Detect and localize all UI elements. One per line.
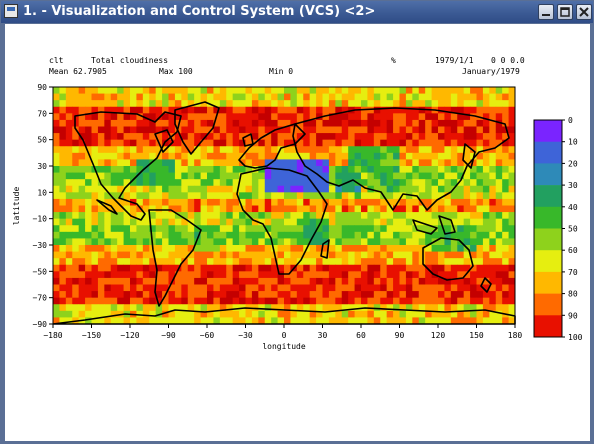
colorbar-label: 10 bbox=[568, 138, 578, 147]
title-bar[interactable]: 1. - Visualization and Control System (V… bbox=[1, 1, 593, 23]
x-tick-label: −30 bbox=[238, 331, 253, 340]
x-tick-label: 180 bbox=[508, 331, 523, 340]
colorbar-label: 20 bbox=[568, 159, 578, 168]
x-tick-label: 60 bbox=[356, 331, 366, 340]
colorbar-label: 40 bbox=[568, 203, 578, 212]
x-tick-label: 150 bbox=[469, 331, 484, 340]
time-label: 0 0 0.0 bbox=[491, 56, 525, 65]
colorbar-swatch bbox=[534, 228, 562, 251]
maximize-icon bbox=[560, 7, 570, 17]
x-tick-label: −150 bbox=[82, 331, 101, 340]
colorbar-swatch bbox=[534, 315, 562, 338]
colorbar-label: 60 bbox=[568, 246, 578, 255]
maximize-button[interactable] bbox=[557, 4, 573, 20]
x-tick-label: −180 bbox=[43, 331, 62, 340]
colorbar-swatch bbox=[534, 293, 562, 316]
plot-canvas: clt Total cloudiness % 1979/1/1 0 0 0.0 … bbox=[12, 56, 583, 351]
y-tick-label: −50 bbox=[33, 267, 48, 276]
max-label: Max 100 bbox=[159, 67, 193, 76]
colorbar-swatch bbox=[534, 120, 562, 142]
mean-label: Mean 62.7905 bbox=[49, 67, 107, 76]
colorbar-label: 50 bbox=[568, 225, 578, 234]
colorbar-swatch bbox=[534, 141, 562, 164]
x-tick-label: −90 bbox=[161, 331, 176, 340]
variable-name: clt bbox=[49, 56, 64, 65]
min-label: Min 0 bbox=[269, 67, 293, 76]
colorbar-label: 90 bbox=[568, 311, 578, 320]
x-tick-label: 90 bbox=[395, 331, 405, 340]
colorbar-swatch bbox=[534, 185, 562, 208]
minimize-icon bbox=[542, 14, 550, 16]
x-tick-label: 30 bbox=[318, 331, 328, 340]
colorbar-label: 100 bbox=[568, 333, 583, 342]
close-button[interactable] bbox=[576, 4, 592, 20]
colorbar-label: 30 bbox=[568, 181, 578, 190]
close-icon bbox=[579, 7, 589, 17]
colorbar-swatch bbox=[534, 271, 562, 294]
colorbar-swatch bbox=[534, 206, 562, 229]
x-tick-label: 0 bbox=[282, 331, 287, 340]
y-tick-label: 30 bbox=[37, 162, 47, 171]
y-axis: 90 70 50 30 10 −10 −30 −50 −70 −90 bbox=[33, 83, 53, 329]
canvas-area[interactable]: clt Total cloudiness % 1979/1/1 0 0 0.0 … bbox=[5, 24, 590, 441]
x-axis-label: longitude bbox=[262, 342, 306, 351]
y-tick-label: −10 bbox=[33, 215, 48, 224]
y-tick-label: −90 bbox=[33, 320, 48, 329]
y-tick-label: −30 bbox=[33, 241, 48, 250]
x-tick-label: 120 bbox=[431, 331, 446, 340]
x-tick-label: −60 bbox=[200, 331, 215, 340]
colorbar-label: 0 bbox=[568, 116, 573, 125]
x-tick-label: −120 bbox=[120, 331, 139, 340]
x-axis: −180 −150 −120 −90 −60 −30 0 30 60 90 120 150 180 bbox=[43, 324, 522, 340]
units-label: % bbox=[391, 56, 396, 65]
y-tick-label: 70 bbox=[37, 109, 47, 118]
colorbar-swatch bbox=[534, 163, 562, 186]
app-icon[interactable] bbox=[4, 4, 18, 18]
y-axis-label: latitude bbox=[12, 187, 21, 226]
y-tick-label: 50 bbox=[37, 136, 47, 145]
colorbar-swatch bbox=[534, 250, 562, 273]
variable-long-name: Total cloudiness bbox=[91, 56, 168, 65]
colorbar: 0 10 20 30 40 50 60 70 80 90 100 bbox=[533, 116, 583, 342]
colorbar-label: 70 bbox=[568, 268, 578, 277]
cloudiness-field bbox=[53, 87, 516, 325]
y-tick-label: 90 bbox=[37, 83, 47, 92]
month-label: January/1979 bbox=[462, 67, 520, 76]
minimize-button[interactable] bbox=[538, 4, 554, 20]
colorbar-label: 80 bbox=[568, 290, 578, 299]
y-tick-label: 10 bbox=[37, 188, 47, 197]
y-tick-label: −70 bbox=[33, 294, 48, 303]
date-label: 1979/1/1 bbox=[435, 56, 474, 65]
window-title: 1. - Visualization and Control System (V… bbox=[23, 4, 376, 19]
coastlines bbox=[52, 101, 516, 325]
